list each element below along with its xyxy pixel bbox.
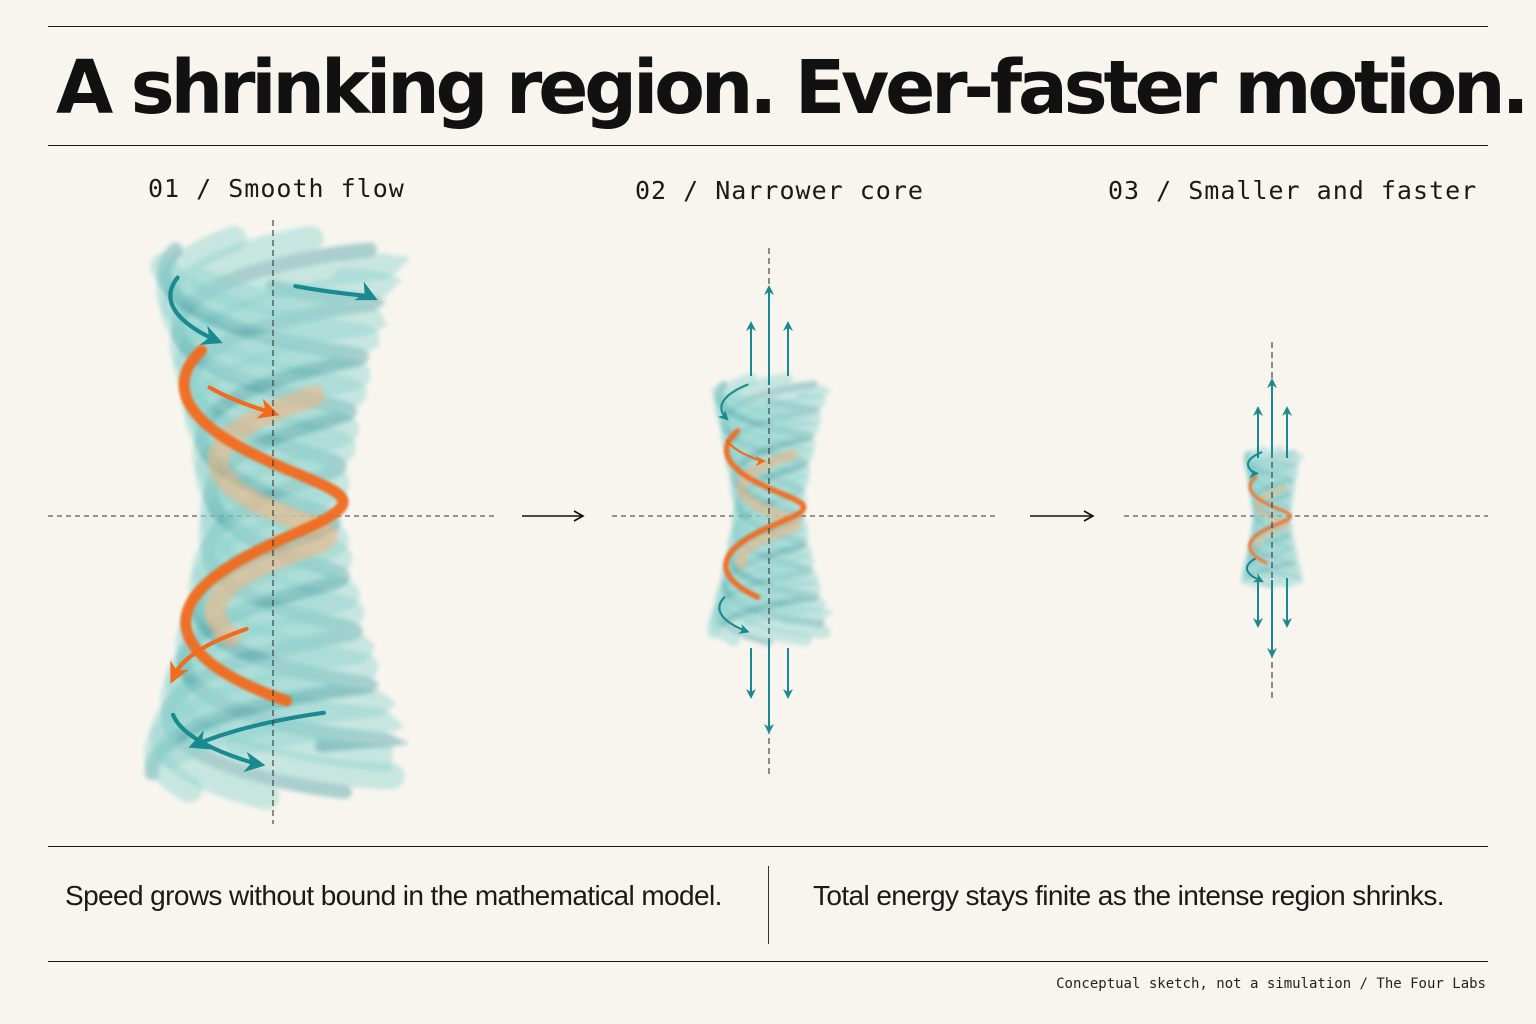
caption-left: Speed grows without bound in the mathema… [65,880,722,911]
vortex-core-ribbon [723,428,807,600]
caption-divider [768,866,769,944]
curved-arrow-icon [293,281,378,301]
credit-line: Conceptual sketch, not a simulation / Th… [1056,976,1486,992]
panel-3-axial-arrows [1253,378,1292,658]
vortex-core-glow [1254,485,1290,549]
vortex-strand [1241,455,1299,589]
curved-arrow-icon [207,385,280,419]
panel-1-label: 01 / Smooth flow [148,174,405,203]
caption-right: Total energy stays finite as the intense… [813,880,1445,911]
curved-arrow-icon [1247,451,1263,479]
curved-arrow-icon [188,710,326,750]
vortex-strand [1240,452,1300,585]
caption-bottom-rule [48,961,1488,962]
vortex-strand [709,392,823,647]
vortex-strand [144,253,381,803]
vortex-strand [149,268,387,810]
curved-arrow-icon [168,275,223,345]
vortex-1 [144,225,412,810]
panel-2-axial-arrows [746,285,793,734]
caption-top-rule [48,846,1488,847]
vortex-2 [707,372,834,647]
curved-arrow-icon [170,626,249,684]
vortex-core-ribbon [178,344,349,707]
panel-3-label: 03 / Smaller and faster [1108,176,1478,205]
panel-2-label: 02 / Narrower core [635,176,924,205]
vortex-core-glow [735,448,802,570]
curved-arrow-icon [717,383,749,421]
page-title: A shrinking region. Ever-faster motion. [56,45,1530,131]
curved-arrow-icon [725,439,766,467]
vortex-core-ribbon [1248,474,1292,565]
curved-arrow-icon [1246,557,1264,583]
title-rule [48,145,1488,146]
top-rule [48,26,1488,27]
vortex-strand [707,385,823,639]
curved-arrow-icon [718,596,750,634]
